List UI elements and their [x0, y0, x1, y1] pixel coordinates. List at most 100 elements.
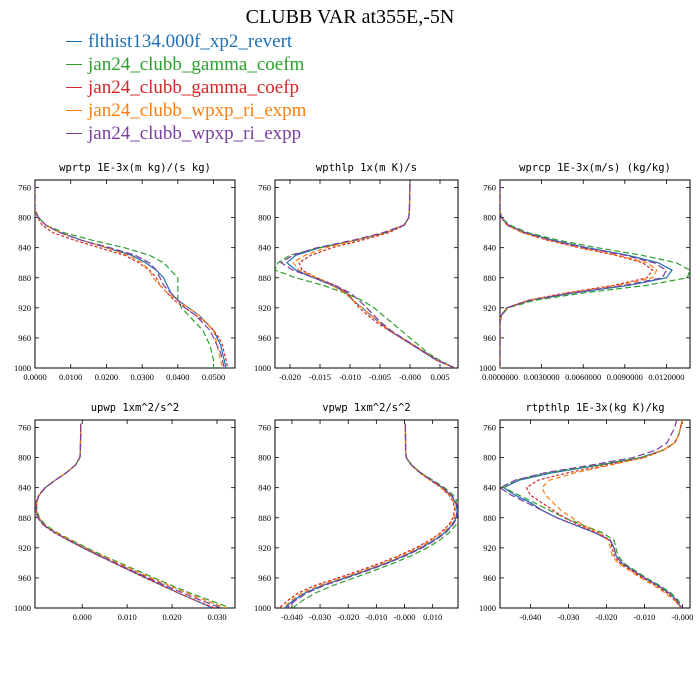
y-tick-label: 880 — [258, 273, 271, 283]
x-tick-label: -0.000 — [394, 612, 416, 622]
series-line — [502, 420, 683, 608]
panel: rtpthlp 1E-3x(kg K)/kg 760 800 840 880 920 960… — [479, 402, 693, 622]
series-line — [500, 183, 658, 368]
series-line — [292, 183, 456, 368]
y-tick-label: 960 — [18, 573, 31, 583]
y-tick-label: 840 — [18, 243, 31, 253]
series-line — [35, 423, 227, 608]
y-tick-label: 840 — [258, 483, 271, 493]
y-tick-label: 920 — [258, 303, 271, 313]
series-line — [35, 183, 229, 368]
x-tick-label: 0.0400 — [166, 372, 189, 382]
y-tick-label: 760 — [483, 423, 496, 433]
x-tick-label: 0.0090000 — [607, 372, 643, 382]
series-line — [278, 423, 456, 608]
y-tick-label: 760 — [483, 183, 496, 193]
axes-frame — [274, 179, 459, 369]
x-tick-label: -0.010 — [339, 372, 361, 382]
legend-swatch — [66, 133, 82, 134]
x-tick-label: -0.030 — [557, 612, 579, 622]
series-line — [35, 423, 222, 608]
series-group — [278, 423, 458, 608]
panel: vpwp 1xm^2/s^2 760 800 840 880 920 960 1000 -0.0… — [254, 402, 459, 622]
legend-swatch — [66, 110, 82, 111]
y-tick-label: 840 — [258, 243, 271, 253]
legend-swatch — [66, 41, 82, 42]
y-tick-label: 880 — [483, 513, 496, 523]
y-tick-label: 800 — [18, 213, 31, 223]
series-line — [275, 183, 456, 368]
series-group — [500, 183, 690, 368]
legend-item: flthist134.000f_xp2_revert — [66, 30, 306, 53]
legend-swatch — [66, 64, 82, 65]
y-tick-label: 960 — [258, 333, 271, 343]
y-tick-label: 800 — [483, 453, 496, 463]
series-line — [502, 420, 683, 608]
y-tick-label: 880 — [483, 273, 496, 283]
series-line — [500, 183, 668, 368]
x-tick-label: 0.020 — [163, 612, 182, 622]
x-tick-label: -0.010 — [365, 612, 387, 622]
series-line — [35, 183, 227, 368]
y-tick-label: 880 — [258, 513, 271, 523]
panel-title: wprtp 1E-3x(m kg)/(s kg) — [59, 162, 211, 174]
series-line — [35, 183, 215, 368]
x-tick-label: 0.0200 — [95, 372, 118, 382]
x-tick-label: -0.015 — [309, 372, 331, 382]
series-line — [500, 420, 683, 608]
panel-title: vpwp 1xm^2/s^2 — [322, 402, 411, 414]
y-tick-label: 840 — [18, 483, 31, 493]
panel: wpthlp 1x(m K)/s 760 800 840 880 920 960 1000 -0… — [254, 162, 459, 382]
x-tick-label: -0.030 — [309, 612, 331, 622]
y-tick-label: 960 — [258, 573, 271, 583]
series-line — [35, 423, 213, 608]
x-tick-label: -0.040 — [281, 612, 303, 622]
axes-frame — [34, 179, 236, 369]
legend-label: jan24_clubb_gamma_coefp — [88, 76, 300, 98]
x-tick-label: 0.0300 — [130, 372, 153, 382]
series-line — [35, 423, 216, 608]
axes-frame — [499, 179, 691, 369]
series-line — [286, 423, 458, 608]
y-tick-label: 1000 — [14, 363, 31, 373]
x-tick-label: 0.000 — [73, 612, 92, 622]
series-line — [282, 423, 457, 608]
y-tick-label: 960 — [18, 333, 31, 343]
x-tick-label: 0.0030000 — [524, 372, 560, 382]
y-tick-label: 800 — [258, 453, 271, 463]
y-tick-label: 840 — [483, 483, 496, 493]
legend-swatch — [66, 87, 82, 88]
panel-title: upwp 1xm^2/s^2 — [91, 402, 180, 414]
y-tick-label: 920 — [18, 543, 31, 553]
y-tick-label: 880 — [18, 273, 31, 283]
panel-title: wprcp 1E-3x(m/s) (kg/kg) — [519, 162, 671, 174]
x-tick-label: 0.0000000 — [482, 372, 518, 382]
y-tick-label: 800 — [18, 453, 31, 463]
legend-item: jan24_clubb_wpxp_ri_expm — [66, 99, 306, 122]
x-tick-label: -0.000 — [399, 372, 421, 382]
panel-title: wpthlp 1x(m K)/s — [316, 162, 417, 174]
x-tick-label: 0.010 — [118, 612, 137, 622]
x-tick-label: -0.020 — [337, 612, 359, 622]
y-tick-label: 1000 — [14, 603, 31, 613]
series-line — [500, 183, 690, 368]
series-group — [35, 423, 231, 608]
legend-label: flthist134.000f_xp2_revert — [88, 30, 293, 52]
y-tick-label: 760 — [258, 183, 271, 193]
x-tick-label: 0.0060000 — [565, 372, 601, 382]
series-line — [35, 183, 224, 368]
legend: flthist134.000f_xp2_revert jan24_clubb_g… — [66, 30, 306, 145]
y-tick-label: 760 — [258, 423, 271, 433]
x-tick-label: -0.005 — [369, 372, 391, 382]
y-tick-label: 920 — [483, 543, 496, 553]
panel: wprtp 1E-3x(m kg)/(s kg) 760 800 840 880 920 9… — [14, 162, 236, 382]
axes-frame — [499, 419, 691, 609]
y-tick-label: 840 — [483, 243, 496, 253]
panel-title: rtpthlp 1E-3x(kg K)/kg — [525, 402, 664, 414]
series-group — [275, 183, 456, 368]
y-tick-label: 920 — [18, 303, 31, 313]
x-tick-label: 0.0120000 — [648, 372, 684, 382]
panel: upwp 1xm^2/s^2 760 800 840 880 920 960 1000 0.00… — [14, 402, 236, 622]
y-tick-label: 960 — [483, 573, 496, 583]
